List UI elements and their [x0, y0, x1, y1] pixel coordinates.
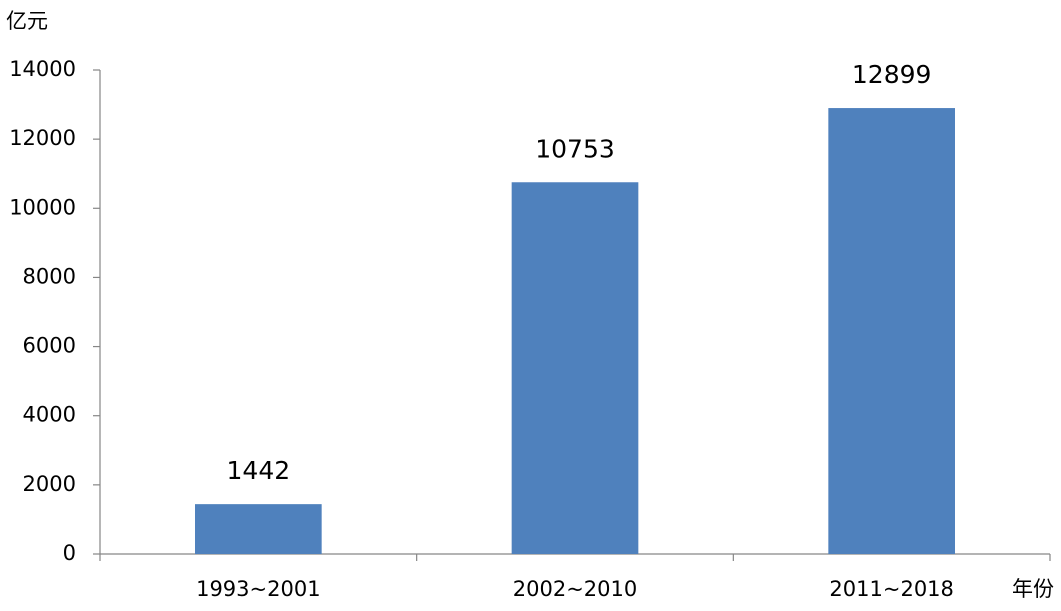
- x-tick-label: 2011~2018: [829, 577, 953, 601]
- y-tick-label: 14000: [9, 57, 76, 81]
- bar: [828, 108, 955, 554]
- data-label: 1442: [227, 456, 291, 485]
- bar: [511, 182, 639, 555]
- y-tick-label: 0: [63, 541, 76, 565]
- data-label: 12899: [852, 60, 932, 89]
- y-tick-label: 8000: [23, 264, 76, 288]
- bar: [195, 504, 322, 554]
- x-axis-label: 年份: [1012, 577, 1054, 601]
- y-tick-label: 6000: [23, 334, 76, 358]
- x-tick-label: 1993~2001: [196, 577, 320, 601]
- y-axis-label: 亿元: [6, 9, 48, 33]
- x-tick-label: 2002~2010: [513, 577, 637, 601]
- y-tick-label: 2000: [23, 472, 76, 496]
- y-tick-label: 10000: [9, 195, 76, 219]
- y-tick-label: 12000: [9, 126, 76, 150]
- data-label: 10753: [535, 134, 615, 163]
- y-tick-label: 4000: [23, 403, 76, 427]
